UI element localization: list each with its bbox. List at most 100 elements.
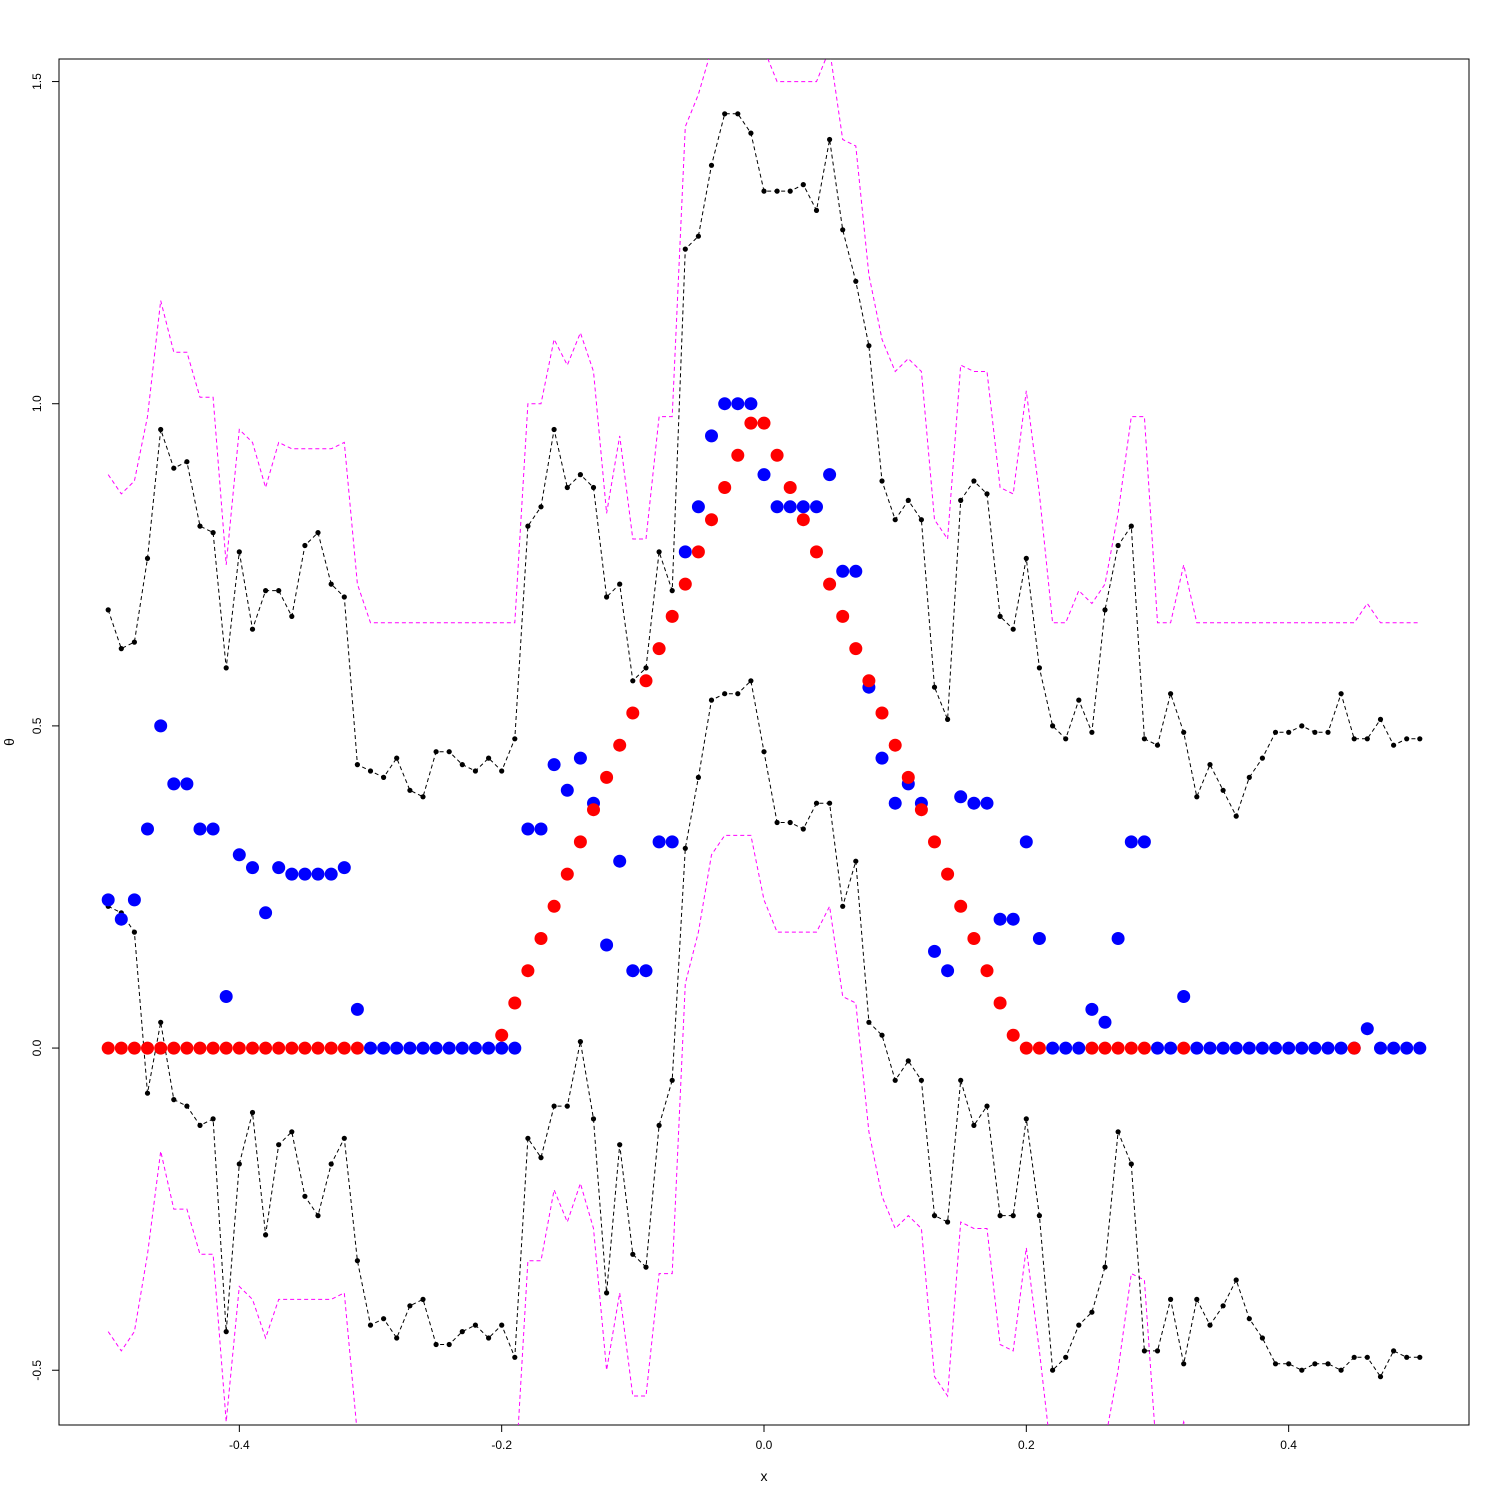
- data-point: [232, 848, 246, 862]
- data-point: [403, 1041, 417, 1055]
- data-point: [823, 468, 837, 482]
- data-point: [1220, 1303, 1226, 1309]
- data-point: [783, 481, 797, 494]
- data-point: [285, 1041, 299, 1055]
- data-point: [695, 233, 702, 239]
- data-point: [246, 861, 259, 875]
- data-point: [381, 1316, 387, 1322]
- data-point: [980, 964, 994, 978]
- data-point: [1019, 835, 1033, 849]
- data-point: [796, 513, 810, 527]
- data-point: [993, 912, 1007, 926]
- series-1: [107, 59, 1420, 624]
- data-point: [534, 822, 548, 836]
- series-line: [107, 679, 1420, 1378]
- data-point: [328, 1161, 334, 1167]
- y-tick-label: 1.0: [30, 395, 44, 412]
- data-point: [1272, 1361, 1279, 1367]
- data-point: [669, 588, 675, 594]
- data-point: [705, 513, 718, 527]
- data-point: [324, 1041, 338, 1055]
- data-point: [836, 609, 850, 623]
- data-point: [787, 188, 793, 194]
- data-point: [722, 111, 728, 117]
- data-point: [1076, 697, 1082, 703]
- data-point: [600, 938, 614, 952]
- data-point: [1246, 774, 1252, 781]
- data-point: [350, 1002, 364, 1016]
- x-tick-label: -0.4: [229, 1438, 250, 1452]
- data-point: [180, 1041, 194, 1055]
- data-point: [1154, 742, 1161, 748]
- data-point: [735, 691, 741, 697]
- data-point: [796, 500, 810, 514]
- data-point: [573, 751, 587, 765]
- data-point: [810, 500, 823, 514]
- data-point: [1374, 1041, 1387, 1055]
- data-point: [459, 762, 465, 768]
- data-point: [141, 1041, 154, 1055]
- data-point: [744, 397, 758, 411]
- data-point: [1308, 1041, 1322, 1055]
- data-point: [748, 678, 754, 684]
- data-point: [639, 674, 653, 688]
- data-point: [512, 1354, 518, 1360]
- data-point: [1154, 1348, 1161, 1354]
- data-point: [617, 1142, 623, 1148]
- data-point: [1010, 626, 1016, 632]
- data-point: [1085, 1002, 1099, 1016]
- data-point: [259, 1041, 273, 1055]
- data-point: [246, 1041, 259, 1055]
- data-point: [499, 1322, 505, 1328]
- data-point: [1089, 1309, 1095, 1315]
- data-point: [350, 1041, 364, 1055]
- data-point: [718, 397, 732, 411]
- data-point: [954, 790, 968, 804]
- data-point: [547, 758, 561, 772]
- data-point: [853, 858, 859, 864]
- data-point: [298, 1041, 312, 1055]
- y-tick-label: 0.5: [30, 717, 44, 734]
- data-point: [249, 1109, 256, 1116]
- data-point: [446, 749, 452, 755]
- data-point: [639, 964, 653, 978]
- data-point: [722, 691, 728, 697]
- data-point: [538, 504, 544, 510]
- data-point: [1010, 1213, 1016, 1219]
- data-point: [197, 523, 203, 529]
- data-point: [442, 1041, 456, 1055]
- data-point: [853, 278, 859, 284]
- data-point: [315, 530, 321, 536]
- data-point: [341, 594, 347, 600]
- data-point: [630, 678, 636, 684]
- data-point: [459, 1329, 465, 1335]
- data-point: [337, 1041, 351, 1055]
- data-point: [787, 819, 793, 826]
- data-point: [958, 497, 964, 503]
- data-point: [433, 749, 439, 755]
- data-point: [888, 738, 902, 752]
- data-point: [495, 1041, 509, 1055]
- data-point: [328, 581, 334, 587]
- data-point: [1400, 1041, 1414, 1055]
- data-point: [1338, 691, 1344, 697]
- data-point: [875, 706, 889, 720]
- plot-frame: [58, 58, 1470, 1426]
- data-point: [1286, 1361, 1292, 1367]
- data-point: [984, 1103, 990, 1109]
- data-point: [1168, 691, 1174, 697]
- data-point: [521, 822, 535, 836]
- x-tick-label: 0.2: [1018, 1438, 1035, 1452]
- data-point: [849, 564, 863, 578]
- y-tick-label: -0.5: [30, 1360, 44, 1381]
- data-point: [774, 188, 780, 194]
- series-layer: [101, 59, 1427, 1425]
- data-point: [1128, 523, 1134, 529]
- data-point: [971, 1122, 977, 1128]
- data-point: [757, 468, 771, 482]
- data-point: [1072, 1041, 1086, 1055]
- data-point: [276, 588, 282, 594]
- y-axis-label: θ: [1, 738, 17, 746]
- data-point: [705, 429, 718, 443]
- data-point: [276, 1142, 282, 1148]
